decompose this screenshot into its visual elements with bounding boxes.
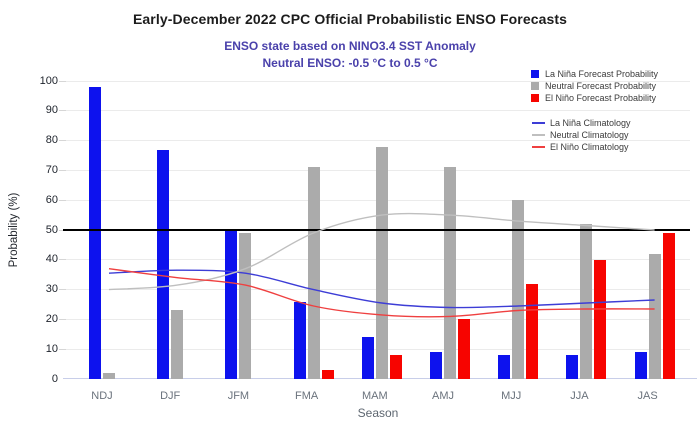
y-tick-label-40: 40	[45, 253, 58, 266]
y-tick-label-100: 100	[39, 74, 58, 87]
y-tick-mark	[59, 289, 66, 291]
el-nino-climatology-line	[108, 268, 655, 318]
y-tick-mark	[59, 348, 66, 350]
legend-label: Neutral Forecast Probability	[545, 81, 657, 91]
bar-MAM-neutral	[375, 146, 388, 379]
bar-JAS-neutral	[648, 253, 661, 379]
y-tick-label-80: 80	[45, 134, 58, 147]
legend-label: El Niño Forecast Probability	[545, 93, 657, 103]
bar-JAS-la-nina	[634, 352, 647, 379]
neutral-bar-swatch	[531, 82, 539, 90]
reference-line-50	[63, 229, 690, 231]
bar-JJA-la-nina	[566, 355, 579, 379]
legend-item-neutral-forecast: Neutral Forecast Probability	[531, 80, 658, 92]
bar-AMJ-la-nina	[430, 352, 442, 379]
gridline-100	[66, 80, 690, 82]
x-axis-label: Season	[357, 406, 399, 420]
legend-label: La Niña Forecast Probability	[545, 69, 659, 79]
neutral-line-swatch	[532, 133, 545, 137]
y-tick-label-90: 90	[45, 104, 58, 117]
y-tick-mark	[59, 199, 66, 201]
legend-item-el-nino-climatology: El Niño Climatology	[531, 141, 658, 153]
legend-label: La Niña Climatology	[550, 118, 631, 128]
neutral-climatology-line	[108, 212, 655, 291]
bar-DJF-la-nina	[157, 149, 170, 379]
bar-MJJ-la-nina	[498, 355, 511, 379]
y-tick-mark	[59, 110, 66, 112]
y-tick-label-60: 60	[45, 193, 58, 206]
y-tick-label-70: 70	[45, 163, 58, 176]
bar-NDJ-neutral	[103, 373, 115, 379]
legend-item-el-nino-forecast: El Niño Forecast Probability	[531, 92, 658, 104]
chart-subtitle-line1: ENSO state based on NINO3.4 SST Anomaly	[224, 39, 476, 53]
bar-DJF-neutral	[171, 310, 184, 379]
y-tick-label-0: 0	[51, 372, 58, 385]
x-tick-label-AMJ: AMJ	[432, 390, 454, 402]
bar-NDJ-la-nina	[89, 86, 101, 379]
gridline-80	[66, 140, 690, 142]
bar-MAM-la-nina	[361, 337, 374, 379]
bar-FMA-el-nino	[321, 370, 334, 379]
bar-JFM-la-nina	[225, 230, 238, 379]
bar-AMJ-neutral	[444, 167, 456, 379]
x-tick-label-MJJ: MJJ	[501, 390, 522, 402]
x-tick-label-JAS: JAS	[637, 390, 658, 402]
legend-item-neutral-climatology: Neutral Climatology	[531, 129, 658, 141]
x-tick-label-DJF: DJF	[160, 390, 181, 402]
la-nina-line-swatch	[532, 121, 545, 125]
y-tick-label-10: 10	[45, 342, 58, 355]
bar-MAM-el-nino	[389, 355, 402, 379]
legend: La Niña Forecast Probability Neutral For…	[531, 68, 658, 153]
legend-item-la-nina-climatology: La Niña Climatology	[531, 117, 658, 129]
x-tick-label-NDJ: NDJ	[91, 390, 113, 402]
la-nina-climatology-line	[108, 269, 655, 309]
y-tick-mark	[59, 229, 66, 231]
bar-MJJ-el-nino	[526, 283, 539, 379]
bar-JJA-el-nino	[594, 259, 607, 379]
bar-FMA-la-nina	[293, 301, 306, 379]
y-axis-label: Probability (%)	[8, 192, 20, 268]
x-tick-label-MAM: MAM	[361, 390, 388, 402]
legend-item-la-nina-forecast: La Niña Forecast Probability	[531, 68, 658, 80]
x-tick-label-JJA: JJA	[570, 390, 589, 402]
y-tick-mark	[59, 318, 66, 320]
plot-area	[63, 80, 690, 379]
x-tick-label-JFM: JFM	[227, 390, 250, 402]
y-tick-mark	[59, 140, 66, 142]
gridline-90	[66, 110, 690, 112]
y-tick-mark	[59, 169, 66, 171]
bar-JAS-el-nino	[662, 232, 675, 379]
bar-MJJ-neutral	[512, 200, 525, 379]
legend-label: Neutral Climatology	[550, 130, 629, 140]
el-nino-bar-swatch	[531, 94, 539, 102]
el-nino-line-swatch	[532, 145, 545, 149]
y-tick-label-20: 20	[45, 312, 58, 325]
chart-title: Early-December 2022 CPC Official Probabi…	[132, 11, 568, 27]
chart-subtitle-line2: Neutral ENSO: -0.5 °C to 0.5 °C	[262, 56, 438, 70]
bar-JJA-neutral	[580, 224, 593, 379]
bar-AMJ-el-nino	[458, 319, 470, 379]
legend-label: El Niño Climatology	[550, 142, 629, 152]
y-tick-label-50: 50	[45, 223, 58, 236]
la-nina-bar-swatch	[531, 70, 539, 78]
x-tick-label-FMA: FMA	[294, 390, 319, 402]
y-tick-label-30: 30	[45, 283, 58, 296]
climatology-lines-layer	[108, 212, 655, 318]
y-tick-mark	[59, 259, 66, 261]
y-tick-mark	[59, 80, 66, 82]
bar-FMA-neutral	[307, 167, 320, 379]
